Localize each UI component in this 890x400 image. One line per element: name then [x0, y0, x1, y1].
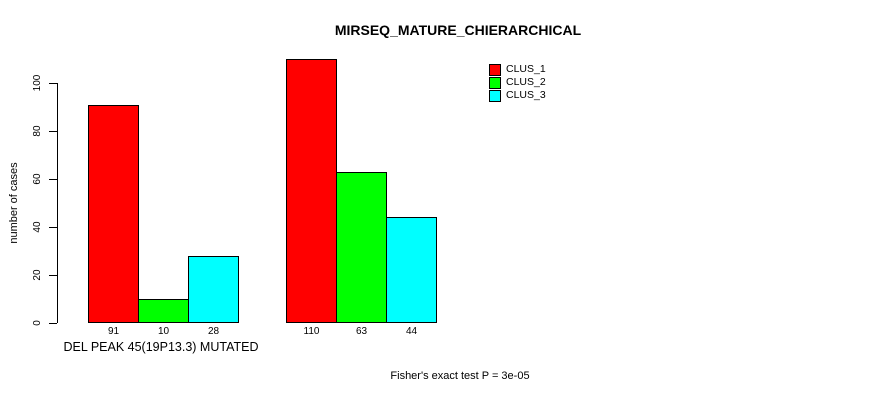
- y-axis-tick: [49, 275, 57, 276]
- y-axis-tick: [49, 83, 57, 84]
- bar-clus_2-group1: [138, 299, 189, 323]
- legend-label-clus-3: CLUS_3: [506, 89, 546, 101]
- y-axis-tick: [49, 227, 57, 228]
- y-axis-tick-label: 100: [32, 74, 43, 92]
- y-axis-tick-label: 40: [32, 221, 43, 233]
- y-axis-tick-label: 80: [32, 125, 43, 137]
- legend-item-clus-2: CLUS_2: [489, 76, 546, 89]
- bar-value-label: 10: [157, 326, 170, 337]
- bar-value-label: 63: [355, 326, 368, 337]
- chart-title: MIRSEQ_MATURE_CHIERARCHICAL: [334, 22, 582, 38]
- legend-swatch-clus-2: [489, 76, 501, 89]
- y-axis: [57, 83, 58, 323]
- bar-clus_1-group2: [286, 59, 337, 323]
- bar-clus_3-group2: [386, 217, 437, 323]
- y-axis-tick: [49, 179, 57, 180]
- legend-item-clus-1: CLUS_1: [489, 63, 546, 76]
- legend-item-clus-3: CLUS_3: [489, 89, 546, 102]
- bar-value-label: 44: [405, 326, 418, 337]
- bar-clus_3-group1: [188, 256, 239, 323]
- y-axis-tick: [49, 323, 57, 324]
- y-axis-tick-label: 0: [32, 320, 43, 326]
- x-axis-label: DEL PEAK 45(19P13.3) MUTATED: [63, 340, 259, 354]
- bar-value-label: 110: [303, 326, 320, 337]
- bar-value-label: 28: [207, 326, 220, 337]
- bar-clus_1-group1: [88, 105, 139, 323]
- bar-clus_2-group2: [336, 172, 387, 323]
- legend-swatch-clus-1: [489, 63, 501, 76]
- legend: CLUS_1 CLUS_2 CLUS_3: [489, 63, 546, 102]
- y-axis-tick-label: 60: [32, 173, 43, 185]
- y-axis-tick: [49, 131, 57, 132]
- legend-label-clus-1: CLUS_1: [506, 63, 546, 75]
- legend-swatch-clus-3: [489, 89, 501, 102]
- y-axis-tick-label: 20: [32, 269, 43, 281]
- bar-value-label: 91: [107, 326, 120, 337]
- legend-label-clus-2: CLUS_2: [506, 76, 546, 88]
- fisher-test-annotation: Fisher's exact test P = 3e-05: [390, 370, 530, 382]
